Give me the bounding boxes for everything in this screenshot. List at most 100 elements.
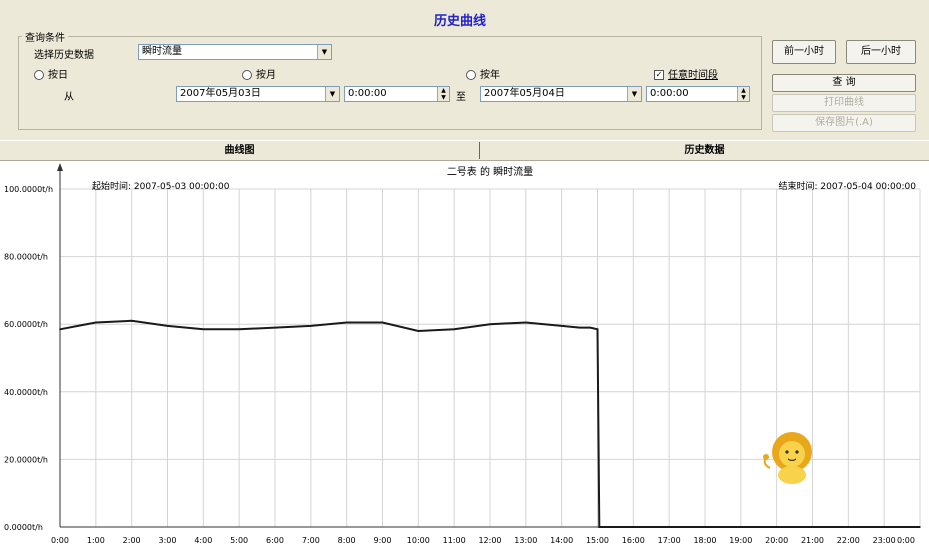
radio-year-label: 按年 xyxy=(480,70,500,81)
x-tick-label: 14:00 xyxy=(550,536,573,545)
data-point xyxy=(238,328,240,331)
data-point xyxy=(811,526,814,528)
data-point xyxy=(77,325,79,327)
x-tick-labels: 0:00 1:00 2:00 3:00 4:00 5:00 6:00 7:00 8:00 9:00… xyxy=(51,536,915,545)
chart-title: 二号表 的 瞬时流量 xyxy=(447,165,533,178)
x-tick-label: 4:00 xyxy=(194,536,212,545)
radio-year[interactable]: 按年 xyxy=(466,66,500,81)
tab-divider xyxy=(479,142,480,159)
to-label: 至 xyxy=(456,92,466,103)
x-tick-label: 6:00 xyxy=(266,536,284,545)
x-tick-label: 23:00 xyxy=(873,536,896,545)
chevron-down-icon[interactable]: ▼ xyxy=(325,87,339,101)
x-tick-label: 19:00 xyxy=(729,536,752,545)
print-curve-button[interactable]: 打印曲线 xyxy=(772,94,916,112)
data-point xyxy=(95,321,97,324)
query-condition-group xyxy=(18,36,762,130)
x-tick-label: 12:00 xyxy=(478,536,501,545)
data-point xyxy=(417,330,420,332)
x-tick-label: 18:00 xyxy=(693,536,716,545)
data-point xyxy=(166,325,169,327)
data-point xyxy=(589,326,592,329)
radio-year-icon xyxy=(466,70,476,80)
y-tick-label: 20.0000t/h xyxy=(4,455,48,464)
x-tick-label: 17:00 xyxy=(658,536,681,545)
spin-arrows-icon[interactable]: ▲ ▼ xyxy=(737,87,749,101)
data-point xyxy=(919,526,921,528)
data-point xyxy=(130,320,133,322)
start-date-value: 2007年05月03日 xyxy=(180,88,261,99)
start-time-input[interactable]: 0:00:00 ▲ ▼ xyxy=(344,86,450,102)
custom-range-label: 任意时间段 xyxy=(668,70,718,81)
data-point xyxy=(345,321,348,324)
data-point xyxy=(578,326,581,329)
y-tick-label: 60.0000t/h xyxy=(4,320,48,329)
data-type-value: 瞬时流量 xyxy=(142,46,182,57)
next-hour-button[interactable]: 后一小时 xyxy=(846,40,916,64)
checkmark-icon: ✓ xyxy=(654,70,664,80)
end-time-input[interactable]: 0:00:00 ▲ ▼ xyxy=(646,86,750,102)
tab-bar: 曲线图 历史数据 xyxy=(0,140,929,161)
data-point xyxy=(381,321,384,324)
x-tick-label: 9:00 xyxy=(374,536,392,545)
custom-range-checkbox[interactable]: ✓ 任意时间段 xyxy=(654,66,718,81)
query-button[interactable]: 查 询 xyxy=(772,74,916,92)
x-tick-label: 11:00 xyxy=(443,536,466,545)
x-tick-label: 0:00 xyxy=(897,536,915,545)
x-tick-label: 7:00 xyxy=(302,536,320,545)
data-point xyxy=(274,326,276,329)
data-type-select[interactable]: 瞬时流量 ▼ xyxy=(138,44,332,60)
radio-day-icon xyxy=(34,70,44,80)
x-tick-label: 3:00 xyxy=(159,536,177,545)
data-point xyxy=(883,526,885,528)
x-tick-label: 13:00 xyxy=(514,536,537,545)
data-point xyxy=(596,328,599,331)
chart-end-time: 结束时间: 2007-05-04 00:00:00 xyxy=(779,180,917,192)
data-point xyxy=(668,526,670,528)
data-point xyxy=(740,526,742,528)
x-tick-label: 20:00 xyxy=(765,536,788,545)
x-tick-label: 10:00 xyxy=(407,536,430,545)
x-tick-label: 16:00 xyxy=(622,536,645,545)
x-tick-label: 0:00 xyxy=(51,536,69,545)
spin-arrows-icon[interactable]: ▲ ▼ xyxy=(437,87,449,101)
series-points xyxy=(59,320,921,528)
y-tick-labels: 100.0000t/h 80.0000t/h 60.0000t/h 40.0000t/… xyxy=(4,185,53,532)
end-time-value: 0:00:00 xyxy=(650,88,689,99)
query-condition-label: 查询条件 xyxy=(22,29,68,44)
data-point xyxy=(704,526,706,528)
radio-month[interactable]: 按月 xyxy=(242,66,276,81)
tab-curve[interactable]: 曲线图 xyxy=(224,145,255,156)
data-type-label: 选择历史数据 xyxy=(34,50,94,61)
tab-history-data[interactable]: 历史数据 xyxy=(684,145,725,156)
y-tick-label: 100.0000t/h xyxy=(4,185,53,194)
x-tick-label: 21:00 xyxy=(801,536,824,545)
x-tick-label: 5:00 xyxy=(230,536,248,545)
y-tick-label: 80.0000t/h xyxy=(4,253,48,262)
data-point xyxy=(632,526,635,528)
start-date-picker[interactable]: 2007年05月03日 ▼ xyxy=(176,86,340,102)
data-point xyxy=(598,526,601,528)
chevron-down-icon[interactable]: ▼ xyxy=(627,87,641,101)
data-point xyxy=(202,328,205,331)
data-point xyxy=(847,526,850,528)
chart-start-time: 起始时间: 2007-05-03 00:00:00 xyxy=(92,180,230,192)
chart-area: 二号表 的 瞬时流量 起始时间: 2007-05-03 00:00:00 结束时… xyxy=(4,163,921,545)
x-tick-label: 2:00 xyxy=(123,536,141,545)
radio-day[interactable]: 按日 xyxy=(34,66,68,81)
save-image-button[interactable]: 保存图片(.A) xyxy=(772,114,916,132)
chevron-down-icon[interactable]: ▼ xyxy=(317,45,331,59)
data-point xyxy=(489,323,491,325)
data-point xyxy=(525,321,527,324)
data-point xyxy=(775,526,778,528)
data-point xyxy=(59,328,61,331)
y-tick-label: 40.0000t/h xyxy=(4,388,48,397)
prev-hour-button[interactable]: 前一小时 xyxy=(772,40,836,64)
y-tick-label: 0.0000t/h xyxy=(4,523,43,532)
radio-month-label: 按月 xyxy=(256,70,276,81)
data-point xyxy=(310,325,312,327)
data-point xyxy=(453,328,455,331)
radio-month-icon xyxy=(242,70,252,80)
app-title: 历史曲线 xyxy=(433,14,486,29)
end-date-picker[interactable]: 2007年05月04日 ▼ xyxy=(480,86,642,102)
